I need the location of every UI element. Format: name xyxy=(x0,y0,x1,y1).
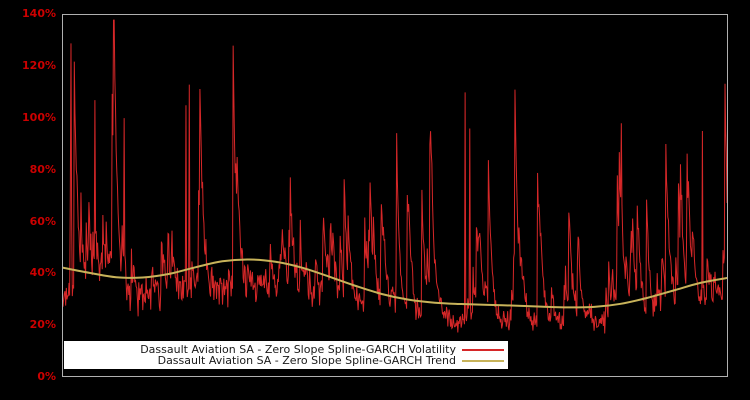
legend-entry-volatility: Dassault Aviation SA - Zero Slope Spline… xyxy=(140,343,504,356)
y-tick-label: 20% xyxy=(29,318,56,331)
legend-line-icon xyxy=(462,348,504,351)
y-tick-label: 0% xyxy=(37,370,56,383)
y-tick-label: 120% xyxy=(22,59,56,72)
y-tick-label: 80% xyxy=(29,163,56,176)
plot-area xyxy=(62,14,728,377)
trend-series xyxy=(63,258,727,309)
y-tick-label: 60% xyxy=(29,215,56,228)
volatility-line xyxy=(63,19,727,334)
chart-canvas xyxy=(63,19,727,334)
legend-label: Dassault Aviation SA - Zero Slope Spline… xyxy=(140,342,456,356)
y-tick-label: 40% xyxy=(29,266,56,279)
legend-label: Dassault Aviation SA - Zero Slope Spline… xyxy=(157,353,456,367)
legend-entry-trend: Dassault Aviation SA - Zero Slope Spline… xyxy=(158,354,504,367)
legend-line-icon xyxy=(462,359,504,362)
chart-legend: Dassault Aviation SA - Zero Slope Spline… xyxy=(64,341,508,369)
volatility-series xyxy=(63,19,727,334)
y-tick-label: 140% xyxy=(22,7,56,20)
trend-line xyxy=(63,258,727,309)
y-tick-label: 100% xyxy=(22,111,56,124)
